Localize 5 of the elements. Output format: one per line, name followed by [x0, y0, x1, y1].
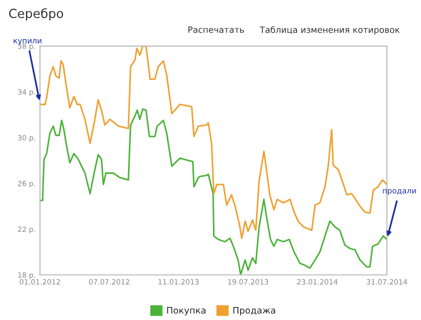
chart-title: Серебро [9, 8, 64, 21]
legend-label: Продажа [233, 306, 276, 316]
text: Распечатать [188, 26, 244, 33]
legend-label: Покупка [167, 306, 206, 316]
text: Таблица изменения котировок [260, 26, 400, 35]
